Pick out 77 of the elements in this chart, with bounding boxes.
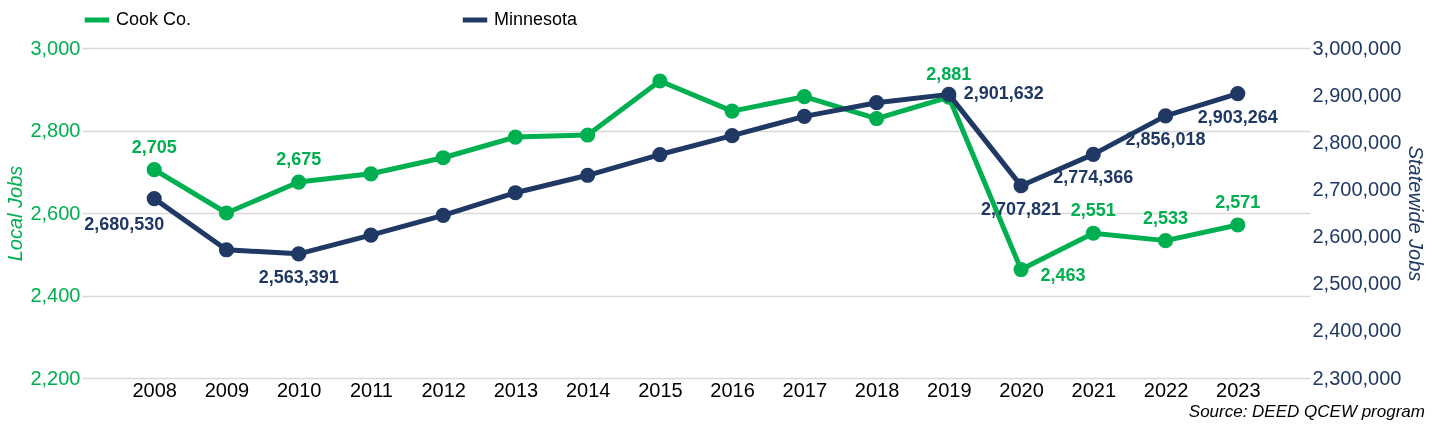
legend-label: Cook Co.: [116, 9, 192, 29]
y-axis-title: Local Jobs: [4, 165, 27, 262]
point: [1085, 225, 1101, 241]
data-label: 2,856,018: [1125, 128, 1206, 149]
point: [1013, 178, 1029, 194]
x-tick-label: 2012: [421, 378, 466, 401]
x-tick-label: 2011: [349, 378, 393, 401]
point: [435, 207, 451, 223]
x-tick-label: 2009: [204, 378, 250, 401]
y2-tick-label: 2,300,000: [1312, 366, 1402, 389]
x-tick-label: 2014: [565, 378, 611, 401]
data-label: 2,901,632: [963, 83, 1044, 104]
x-tick-label: 2015: [638, 378, 683, 401]
x-tick-label: 2019: [927, 378, 972, 401]
y-tick-label: 2,400: [30, 284, 81, 306]
point: [291, 174, 307, 190]
x-tick-label: 2023: [1216, 378, 1261, 401]
y-tick-label: 2,800: [30, 119, 81, 141]
data-label: 2,533: [1143, 207, 1189, 228]
x-tick-label: 2016: [710, 378, 755, 401]
y2-tick-label: 2,700,000: [1312, 177, 1402, 200]
point: [869, 95, 885, 111]
point: [724, 128, 740, 144]
point: [218, 242, 235, 258]
y2-tick-label: 2,600,000: [1312, 225, 1402, 248]
point: [507, 185, 523, 201]
data-label: 2,551: [1070, 200, 1116, 221]
point: [146, 191, 162, 207]
y2-tick-label: 3,000,000: [1312, 36, 1402, 59]
point: [796, 108, 812, 124]
point: [1085, 146, 1101, 162]
y-tick-label: 3,000: [30, 36, 81, 59]
point: [580, 167, 596, 183]
x-tick-label: 2020: [999, 378, 1044, 401]
point: [580, 127, 596, 143]
point: [291, 246, 307, 262]
x-tick-label: 2008: [132, 378, 177, 401]
point: [1013, 261, 1029, 278]
data-label: 2,675: [276, 149, 322, 170]
point: [363, 227, 379, 243]
point: [1157, 108, 1174, 124]
x-tick-label: 2022: [1143, 378, 1189, 401]
y2-tick-label: 2,900,000: [1312, 83, 1402, 106]
x-tick-label: 2018: [854, 378, 900, 401]
x-tick-label: 2010: [276, 378, 322, 401]
point: [363, 166, 379, 182]
y2-tick-label: 2,500,000: [1312, 272, 1402, 295]
y2-axis-title: Statewide Jobs: [1405, 145, 1428, 282]
x-tick-label: 2017: [782, 378, 828, 401]
data-label: 2,680,530: [84, 213, 165, 234]
data-label: 2,571: [1215, 191, 1261, 212]
point: [869, 110, 885, 127]
y2-tick-label: 2,800,000: [1312, 130, 1402, 153]
point: [796, 89, 812, 105]
data-label: 2,705: [131, 136, 177, 157]
data-label: 2,563,391: [258, 266, 339, 287]
point: [724, 103, 740, 119]
x-tick-label: 2013: [493, 378, 539, 401]
point: [1157, 233, 1174, 249]
y-tick-label: 2,200: [30, 366, 81, 389]
point: [218, 205, 235, 221]
y-tick-label: 2,600: [30, 201, 81, 224]
point: [146, 162, 162, 178]
data-label: 2,881: [926, 64, 972, 85]
legend-label: Minnesota: [494, 9, 579, 29]
data-label: 2,774,366: [1053, 167, 1134, 188]
source-note: Source: DEED QCEW program: [1188, 402, 1425, 421]
y2-tick-label: 2,400,000: [1312, 319, 1402, 342]
data-label: 2,463: [1040, 264, 1086, 285]
point: [1230, 217, 1246, 233]
point: [507, 129, 523, 145]
data-label: 2,903,264: [1197, 106, 1278, 127]
point: [652, 146, 668, 163]
point: [1230, 86, 1246, 102]
point: [435, 150, 451, 166]
x-tick-label: 2021: [1071, 378, 1117, 401]
point: [652, 73, 668, 89]
